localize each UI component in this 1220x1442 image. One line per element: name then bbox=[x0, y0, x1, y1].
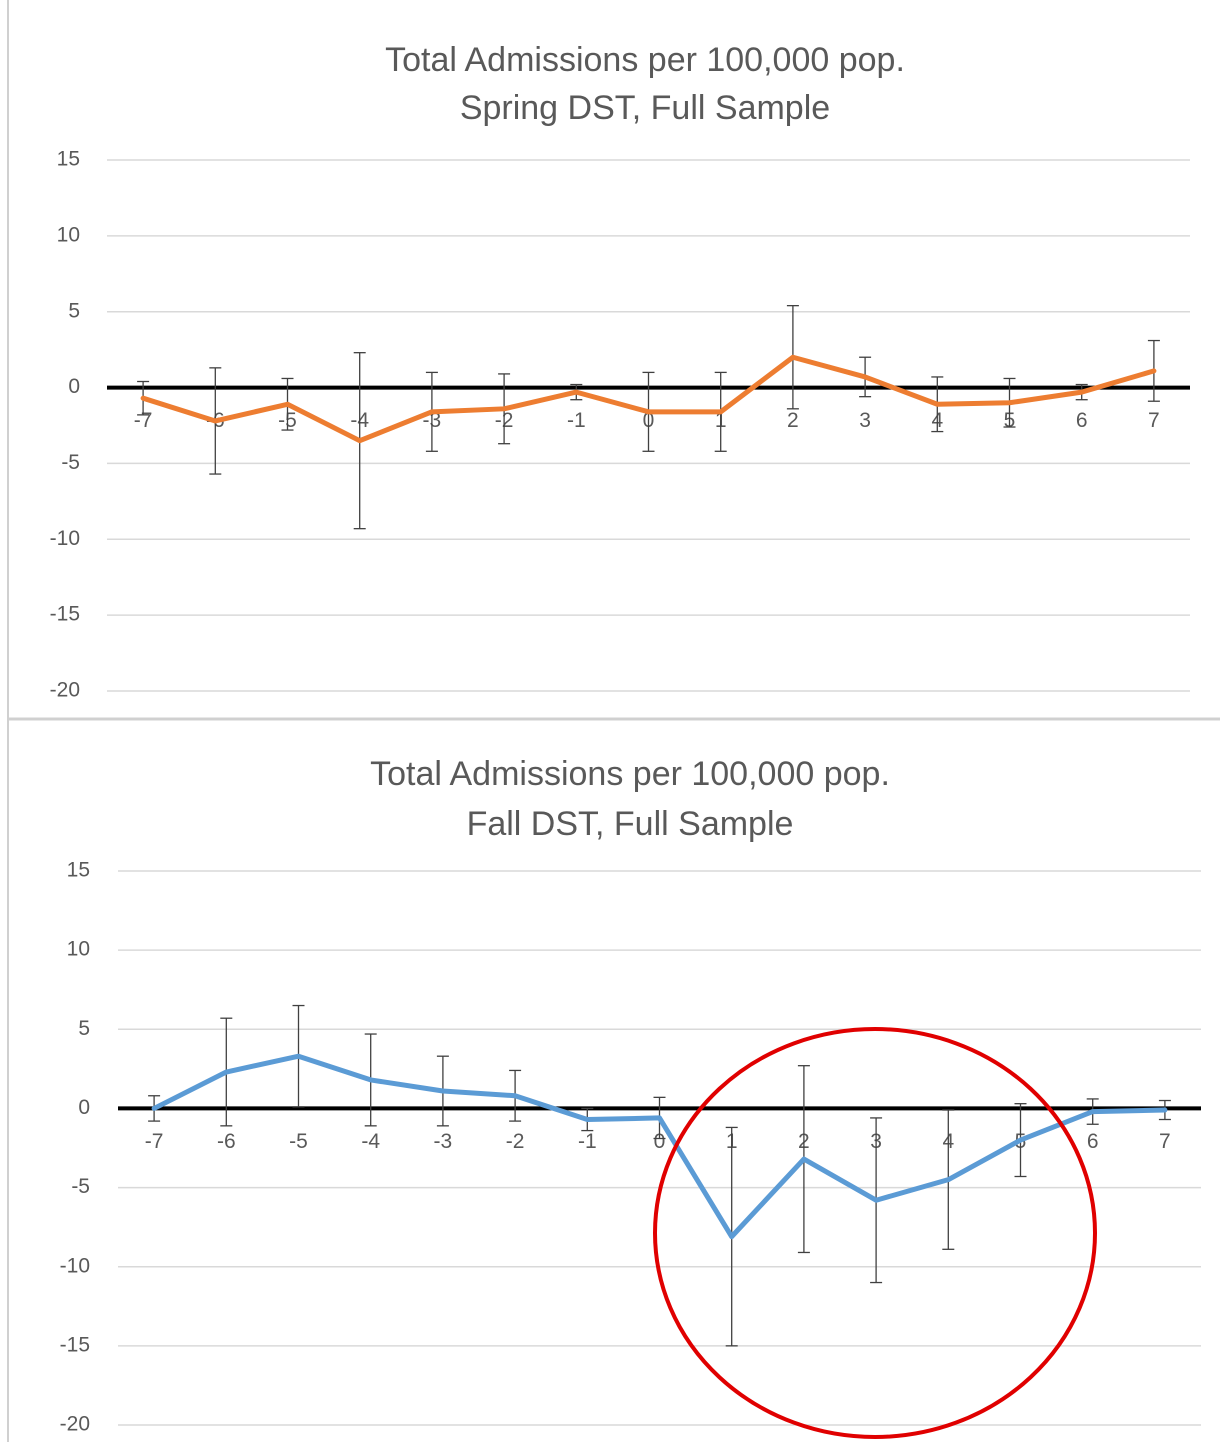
x-tick-label: -7 bbox=[145, 1130, 164, 1153]
y-tick-label: -15 bbox=[60, 1333, 90, 1356]
y-tick-label: -20 bbox=[60, 1413, 90, 1436]
x-tick-label: 7 bbox=[1159, 1130, 1171, 1153]
x-tick-label: 3 bbox=[859, 409, 871, 432]
y-tick-label: 10 bbox=[57, 223, 80, 246]
chart-subtitle: Fall DST, Full Sample bbox=[467, 805, 794, 843]
y-tick-label: -5 bbox=[61, 451, 80, 474]
x-tick-label: 0 bbox=[654, 1130, 666, 1153]
y-tick-label: 15 bbox=[57, 148, 80, 171]
x-tick-label: -4 bbox=[361, 1130, 380, 1153]
x-tick-label: -2 bbox=[506, 1130, 525, 1153]
x-tick-label: -5 bbox=[289, 1130, 308, 1153]
highlight-circle bbox=[653, 1027, 1097, 1439]
y-tick-label: 5 bbox=[68, 299, 80, 322]
y-tick-label: -10 bbox=[60, 1254, 90, 1277]
y-tick-label: 5 bbox=[78, 1017, 90, 1040]
x-tick-label: 6 bbox=[1087, 1130, 1099, 1153]
y-tick-label: 0 bbox=[78, 1096, 90, 1119]
data-line bbox=[151, 1053, 1168, 1240]
data-line bbox=[140, 354, 1157, 444]
x-tick-label: -1 bbox=[567, 409, 586, 432]
x-tick-label: -3 bbox=[434, 1130, 453, 1153]
chart-title: Total Admissions per 100,000 pop. bbox=[370, 755, 890, 793]
x-tick-label: -6 bbox=[217, 1130, 236, 1153]
y-tick-label: -15 bbox=[50, 603, 80, 626]
y-tick-label: 10 bbox=[67, 938, 90, 961]
chart-title: Total Admissions per 100,000 pop. bbox=[385, 41, 905, 79]
x-tick-label: 7 bbox=[1148, 409, 1160, 432]
x-tick-label: 2 bbox=[787, 409, 799, 432]
x-tick-label: -1 bbox=[578, 1130, 597, 1153]
y-tick-label: 15 bbox=[67, 859, 90, 882]
chart-subtitle: Spring DST, Full Sample bbox=[460, 89, 830, 127]
y-tick-label: -10 bbox=[50, 527, 80, 550]
x-tick-label: 6 bbox=[1076, 409, 1088, 432]
y-tick-label: -5 bbox=[71, 1175, 90, 1198]
y-tick-label: -20 bbox=[50, 679, 80, 702]
y-tick-label: 0 bbox=[68, 375, 80, 398]
charts: Total Admissions per 100,000 pop. Spring … bbox=[50, 41, 1201, 1436]
